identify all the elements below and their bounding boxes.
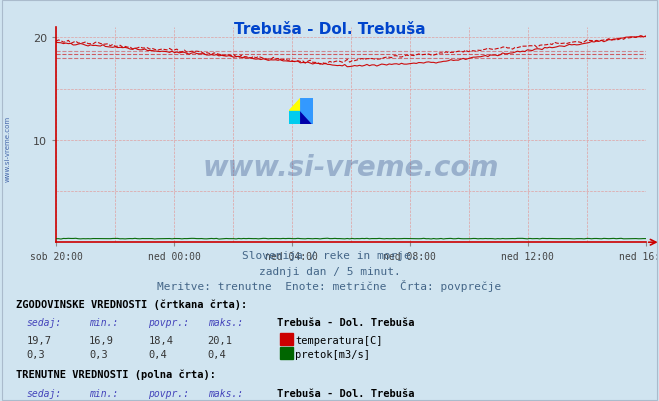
- Text: pretok[m3/s]: pretok[m3/s]: [295, 350, 370, 359]
- Text: 18,4: 18,4: [148, 335, 173, 345]
- Text: Trebuša - Dol. Trebuša: Trebuša - Dol. Trebuša: [234, 22, 425, 37]
- Text: 0,3: 0,3: [26, 350, 45, 359]
- Polygon shape: [301, 99, 312, 125]
- Text: Trebuša - Dol. Trebuša: Trebuša - Dol. Trebuša: [277, 318, 415, 328]
- Text: sedaj:: sedaj:: [26, 318, 61, 328]
- Text: temperatura[C]: temperatura[C]: [295, 335, 383, 345]
- Text: Trebuša - Dol. Trebuša: Trebuša - Dol. Trebuša: [277, 388, 415, 398]
- Text: min.:: min.:: [89, 388, 119, 398]
- Text: Meritve: trenutne  Enote: metrične  Črta: povprečje: Meritve: trenutne Enote: metrične Črta: …: [158, 279, 501, 291]
- Text: TRENUTNE VREDNOSTI (polna črta):: TRENUTNE VREDNOSTI (polna črta):: [16, 369, 216, 379]
- Text: povpr.:: povpr.:: [148, 318, 189, 328]
- Text: povpr.:: povpr.:: [148, 388, 189, 398]
- Text: 16,9: 16,9: [89, 335, 114, 345]
- Text: 0,4: 0,4: [208, 350, 226, 359]
- Text: www.si-vreme.com: www.si-vreme.com: [203, 154, 499, 182]
- Text: zadnji dan / 5 minut.: zadnji dan / 5 minut.: [258, 266, 401, 276]
- Text: 19,7: 19,7: [26, 335, 51, 345]
- Text: 0,3: 0,3: [89, 350, 107, 359]
- Polygon shape: [301, 112, 312, 125]
- Text: 0,4: 0,4: [148, 350, 167, 359]
- Text: maks.:: maks.:: [208, 318, 243, 328]
- Text: 20,1: 20,1: [208, 335, 233, 345]
- Polygon shape: [289, 99, 301, 112]
- Text: www.si-vreme.com: www.si-vreme.com: [5, 115, 11, 181]
- Text: ZGODOVINSKE VREDNOSTI (črtkana črta):: ZGODOVINSKE VREDNOSTI (črtkana črta):: [16, 298, 248, 309]
- Text: Slovenija / reke in morje.: Slovenija / reke in morje.: [242, 251, 417, 261]
- Text: maks.:: maks.:: [208, 388, 243, 398]
- Polygon shape: [289, 112, 301, 125]
- Text: sedaj:: sedaj:: [26, 388, 61, 398]
- Text: min.:: min.:: [89, 318, 119, 328]
